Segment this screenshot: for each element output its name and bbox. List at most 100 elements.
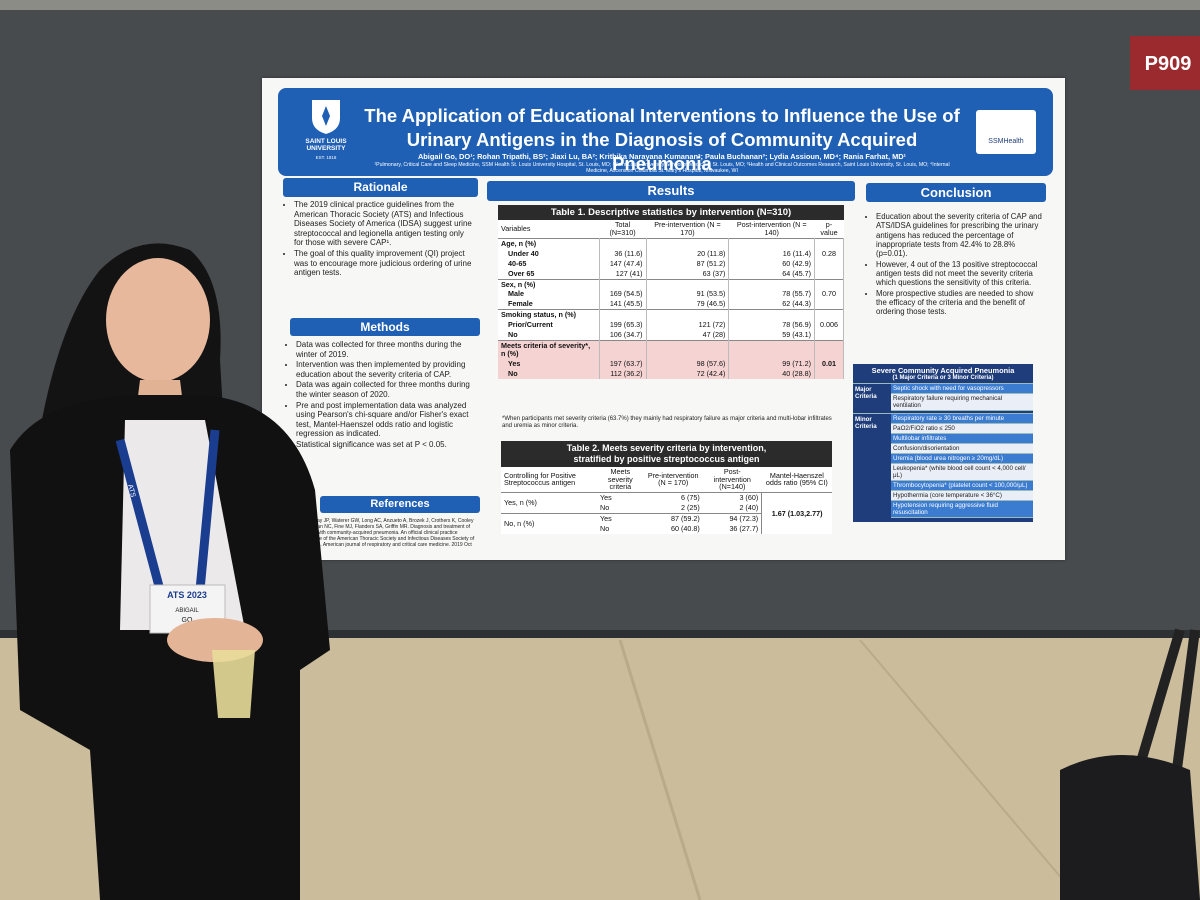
- cell: 36 (27.7): [729, 524, 759, 534]
- data-row: No, n (%) Yes 87 (59.2) 94 (72.3): [501, 513, 832, 528]
- face: [106, 258, 210, 382]
- criteria-item: Respiratory failure requiring mechanical…: [891, 394, 1033, 411]
- lanyard-text: ATS: [126, 484, 136, 499]
- cell: 199 (65.3): [599, 320, 647, 331]
- row-label: 40-65: [498, 258, 600, 269]
- bag: [1060, 755, 1200, 900]
- criteria-list: Respiratory rate ≥ 30 breaths per minute…: [891, 414, 1033, 518]
- criteria-item: Uremia (blood urea nitrogen ≥ 20mg/dL): [891, 454, 1033, 464]
- floor-seam: [859, 639, 1081, 900]
- cell: 87 (51.2): [646, 258, 730, 269]
- row-label: No: [600, 524, 610, 534]
- badge-first: ABIGAIL: [175, 608, 199, 614]
- cell: 63 (37): [646, 268, 730, 280]
- header-row: Variables Total (N=310) Pre-intervention (…: [498, 220, 844, 239]
- badge-last: GO: [182, 617, 193, 624]
- bullet: The 2019 clinical practice guidelines fr…: [294, 200, 474, 248]
- empty-cell: [599, 279, 647, 290]
- cell: 91 (53.5): [646, 289, 730, 300]
- banner: [278, 88, 1053, 176]
- row-label: Male: [498, 289, 600, 300]
- bullet-list: The 2019 clinical practice guidelines fr…: [284, 200, 474, 278]
- bullet: However, 4 out of the 13 positive strept…: [876, 260, 1046, 288]
- section-text: Education about the severity criteria of…: [866, 212, 1046, 318]
- data-row: Female 141 (45.5) 79 (46.5) 62 (44.3): [498, 299, 844, 310]
- column-header: p-value: [814, 220, 844, 239]
- empty-cell: [814, 299, 844, 310]
- table-title-line: Table 2. Meets severity criteria by inte…: [566, 443, 767, 453]
- bullet: Intervention was then implemented by pro…: [296, 360, 478, 379]
- bullet: Statistical significance was set at P < …: [296, 440, 478, 450]
- bullet-list: Education about the severity criteria of…: [866, 212, 1046, 317]
- cell: 20 (11.8): [646, 248, 730, 259]
- column-header: Total (N=310): [599, 220, 647, 239]
- empty-cell: [814, 279, 844, 290]
- cell: 2 (25): [681, 503, 700, 513]
- badge-event: ATS 2023: [167, 590, 207, 600]
- row-label: No: [498, 330, 600, 341]
- table1: Table 1. Descriptive statistics by inter…: [498, 205, 844, 379]
- empty-cell: [728, 309, 815, 321]
- header-row: Controlling for Positive Streptococcus a…: [501, 466, 832, 493]
- section-text: Data was collected for three months duri…: [286, 340, 478, 451]
- criteria-item: Septic shock with need for vasopressors: [891, 384, 1033, 394]
- title-line: Urinary Antigens in the Diagnosis of Com…: [406, 129, 918, 174]
- table-title: Table 2. Meets severity criteria by inte…: [501, 441, 832, 467]
- data-row: Under 40 36 (11.6) 20 (11.8) 16 (11.4) 0.28: [498, 248, 844, 259]
- section-heading: References: [320, 496, 480, 513]
- group-row: Age, n (%): [498, 238, 844, 249]
- empty-cell: [646, 309, 730, 321]
- university-name: SAINT LOUIS UNIVERSITY: [305, 138, 347, 152]
- cell: 169 (54.5): [599, 289, 647, 300]
- severity-box: Severe Community Acquired Pneumonia (1 Ma…: [853, 364, 1033, 522]
- cell: 79 (46.5): [646, 299, 730, 310]
- table-title-line: stratified by positive streptococcus ant…: [573, 453, 760, 464]
- table-title: Table 1. Descriptive statistics by inter…: [498, 205, 844, 220]
- cell: 78 (55.7): [728, 289, 815, 300]
- ssm-logo: [976, 110, 1036, 154]
- title-line: The Application of Educational Intervent…: [364, 105, 960, 126]
- cell: 16 (11.4): [728, 248, 815, 259]
- odds-ratio: 1.67 (1.03,2.77): [761, 492, 832, 535]
- row-label: Over 65: [498, 268, 600, 280]
- cell: 141 (45.5): [599, 299, 647, 310]
- cell: 2 (40): [739, 503, 759, 513]
- cell: 94 (72.3): [729, 514, 759, 524]
- row-label: Female: [498, 299, 600, 310]
- cell: 87 (59.2): [671, 514, 700, 524]
- cell: 6 (75): [681, 493, 700, 503]
- column-header: Pre-intervention (N = 170): [643, 466, 703, 493]
- cell: 106 (34.7): [599, 330, 647, 341]
- section-heading: Conclusion: [866, 183, 1046, 202]
- group-label: Smoking status, n (%): [498, 309, 600, 321]
- cell: 127 (41): [599, 268, 647, 280]
- ssm-name: SSMHealth: [988, 138, 1024, 145]
- empty-cell: [728, 340, 815, 359]
- cell: 60 (42.9): [728, 258, 815, 269]
- cell: 36 (11.6): [599, 248, 647, 259]
- sign-plate: [1130, 36, 1200, 90]
- data-row: No 106 (34.7) 47 (28) 59 (43.1): [498, 330, 844, 341]
- empty-cell: [646, 279, 730, 290]
- group-label: Meets criteria of severity*, n (%): [498, 340, 600, 359]
- criteria-list: Septic shock with need for vasopressors R…: [891, 384, 1033, 411]
- ceiling: [0, 0, 1200, 12]
- cell: 3 (60): [739, 493, 759, 503]
- cell: 147 (47.4): [599, 258, 647, 269]
- criteria-item: Hypotension requiring aggressive fluid r…: [891, 501, 1033, 518]
- p-value: 0.01: [814, 358, 844, 369]
- empty-cell: [599, 340, 647, 359]
- references-text: 1. Metlay JP, Waterer GW, Long AC, Anzue…: [302, 518, 475, 548]
- empty-cell: [646, 340, 730, 359]
- university-crest: [312, 100, 340, 134]
- table-footnote: *When participants met severity criteria…: [502, 416, 832, 430]
- university-est: EST. 1818: [315, 155, 337, 160]
- cell: 112 (36.2): [599, 368, 647, 379]
- criteria-group: Minor Criteria Respiratory rate ≥ 30 brea…: [853, 413, 1033, 518]
- row-label: Prior/Current: [498, 320, 600, 331]
- p-value: 0.70: [814, 289, 844, 300]
- cell: 72 (42.4): [646, 368, 730, 379]
- data-table: Controlling for Positive Streptococcus a…: [501, 466, 832, 535]
- cell: 121 (72): [646, 320, 730, 331]
